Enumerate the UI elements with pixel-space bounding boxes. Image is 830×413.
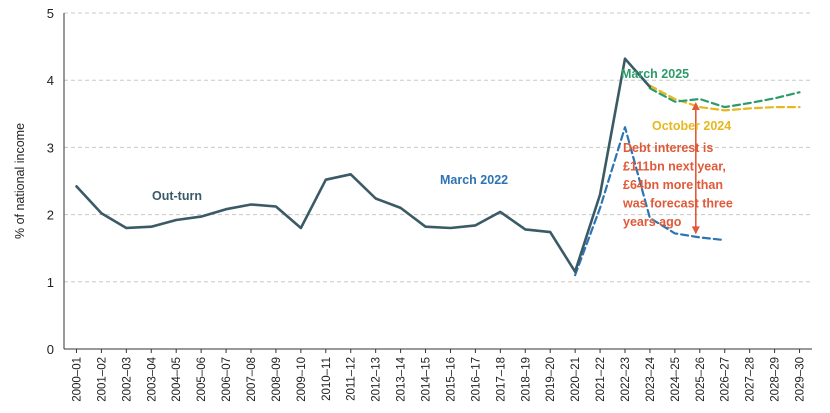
annotation-text-line: was forecast three [622, 197, 733, 211]
label-october-2024: October 2024 [652, 119, 731, 133]
x-tick-label: 2025–26 [695, 357, 707, 402]
label-march-2022: March 2022 [440, 173, 508, 187]
y-axis-label: % of national income [13, 123, 27, 239]
label-outturn: Out-turn [152, 189, 202, 203]
x-tick-label: 2001–02 [96, 357, 108, 402]
x-tick-label: 2000–01 [71, 357, 83, 402]
x-tick-label: 2008–09 [271, 357, 283, 402]
y-tick-label: 5 [47, 6, 54, 21]
x-tick-label: 2022–23 [620, 357, 632, 402]
x-tick-label: 2011–12 [346, 357, 358, 401]
gridlines [64, 12, 812, 283]
x-tick-label: 2014–15 [421, 357, 433, 402]
x-tick-label: 2023–24 [645, 356, 657, 401]
annotation-arrowhead-bottom [691, 226, 700, 235]
x-tick-label: 2013–14 [396, 356, 408, 401]
series-line-march-2025 [648, 87, 801, 109]
x-tick-label: 2029–30 [795, 357, 807, 402]
x-tick-label: 2027–28 [745, 357, 757, 402]
x-axis: 2000–01 2001–02 2002–03 2003–04 2004–05 2005–… [63, 13, 812, 402]
x-tick-label: 2017–18 [495, 357, 507, 402]
x-tick-label: 2016–17 [470, 357, 482, 402]
x-tick-label: 2015–16 [445, 357, 457, 402]
y-tick-label: 3 [47, 140, 54, 155]
annotation-text-line: Debt interest is [623, 141, 713, 155]
series-line-out-turn [75, 57, 652, 274]
x-tick-label: 2007–08 [246, 357, 258, 402]
x-tick-label: 2021–22 [595, 357, 607, 402]
annotation-text-line: £111bn next year, [623, 160, 726, 174]
x-tick-label: 2019–20 [545, 357, 557, 402]
x-tick-label: 2006–07 [221, 357, 233, 402]
x-tick-label: 2026–27 [720, 357, 732, 402]
y-tick-label: 4 [47, 73, 54, 88]
x-tick-label: 2004–05 [171, 357, 183, 402]
x-tick-label: 2010–11 [321, 357, 333, 401]
series-line-march-2022 [573, 126, 726, 277]
annotation-arrowhead-top [691, 102, 700, 111]
x-tick-label: 2005–06 [196, 357, 208, 402]
label-march-2025: March 2025 [621, 67, 689, 81]
series-line-october-2024 [648, 84, 801, 112]
series-lines [75, 57, 801, 277]
x-tick-label: 2012–13 [371, 357, 383, 402]
x-tick-label: 2003–04 [146, 356, 158, 401]
y-tick-label: 1 [47, 275, 54, 290]
annotation-group: Debt interest is £111bn next year, £64bn m… [622, 102, 733, 235]
y-axis-ticks: 0 1 2 3 4 5 [47, 6, 54, 357]
y-tick-label: 0 [47, 342, 54, 357]
x-tick-label: 2002–03 [121, 357, 133, 402]
x-tick-label: 2024–25 [670, 357, 682, 402]
y-tick-label: 2 [47, 208, 54, 223]
x-tick-label: 2020–21 [570, 357, 582, 402]
annotation-text-line: years ago [623, 215, 682, 229]
x-tick-label: 2028–29 [770, 357, 782, 402]
x-tick-label: 2018–19 [520, 357, 532, 402]
x-tick-label: 2009–10 [296, 357, 308, 402]
annotation-text-line: £64bn more than [623, 178, 723, 192]
